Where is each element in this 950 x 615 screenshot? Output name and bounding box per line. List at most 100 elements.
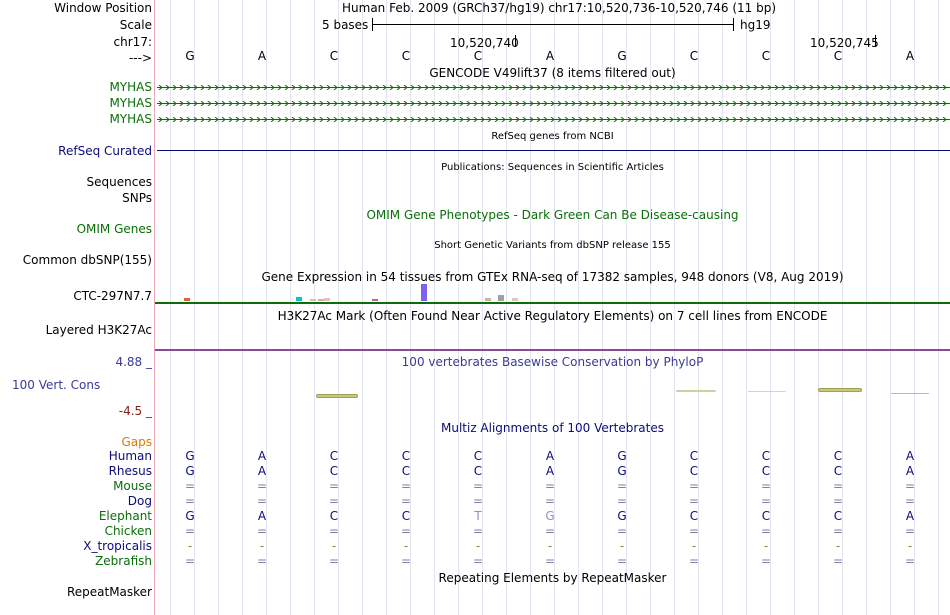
strand-chevron (172, 101, 177, 106)
strand-chevron (655, 85, 660, 90)
sequence-base: C (761, 49, 771, 63)
grid-line (578, 0, 579, 615)
refseq-track-label[interactable]: RefSeq Curated (58, 144, 152, 158)
strand-chevron (928, 117, 933, 122)
strand-chevron (655, 101, 660, 106)
grid-line (938, 0, 939, 615)
strand-toggle[interactable]: ---> (128, 51, 152, 65)
multiz-base: A (257, 449, 267, 463)
strand-chevron (200, 85, 205, 90)
strand-chevron (536, 101, 541, 106)
multiz-species-label[interactable]: Chicken (104, 524, 152, 538)
strand-chevron (865, 117, 870, 122)
strand-chevron (361, 117, 366, 122)
strand-chevron (270, 101, 275, 106)
publications-track-title[interactable]: Publications: Sequences in Scientific Ar… (441, 162, 664, 173)
strand-chevron (928, 85, 933, 90)
phylop-track-title[interactable]: 100 vertebrates Basewise Conservation by… (401, 355, 704, 369)
strand-chevron (347, 101, 352, 106)
phylop-mark[interactable] (748, 391, 786, 392)
gencode-gene-label-1[interactable]: MYHAS (109, 80, 152, 94)
strand-chevron (480, 101, 485, 106)
gencode-gene-feature-3[interactable] (157, 117, 950, 122)
gtex-bar[interactable] (324, 298, 330, 301)
strand-chevron (928, 101, 933, 106)
omim-track-title[interactable]: OMIM Gene Phenotypes - Dark Green Can Be… (366, 208, 739, 222)
strand-chevron (872, 117, 877, 122)
multiz-base: = (688, 524, 700, 538)
gtex-track-label[interactable]: CTC-297N7.7 (73, 289, 152, 303)
chrom-label: chr17: (113, 35, 152, 49)
strand-chevron (172, 85, 177, 90)
multiz-base: C (473, 449, 483, 463)
strand-chevron (634, 117, 639, 122)
multiz-species-label[interactable]: Zebrafish (95, 554, 152, 568)
strand-chevron (816, 101, 821, 106)
gtex-bar[interactable] (421, 284, 427, 301)
multiz-base: G (617, 509, 627, 523)
multiz-species-label[interactable]: Elephant (98, 509, 152, 523)
dbsnp-track-label[interactable]: Common dbSNP(155) (22, 253, 152, 267)
phylop-mark[interactable] (316, 394, 358, 398)
repeatmasker-track-title[interactable]: Repeating Elements by RepeatMasker (438, 571, 667, 585)
gencode-gene-feature-1[interactable] (157, 85, 950, 90)
strand-chevron (270, 85, 275, 90)
multiz-species-label[interactable]: Rhesus (108, 464, 152, 478)
gtex-bar[interactable] (296, 297, 302, 301)
strand-chevron (690, 85, 695, 90)
gtex-bar[interactable] (485, 298, 491, 301)
strand-chevron (935, 117, 940, 122)
publications-label-snps[interactable]: SNPs (122, 191, 152, 205)
gencode-gene-feature-2[interactable] (157, 101, 950, 106)
gtex-bar[interactable] (372, 299, 378, 301)
strand-chevron (683, 85, 688, 90)
strand-chevron (438, 101, 443, 106)
h3k27ac-track-title[interactable]: H3K27Ac Mark (Often Found Near Active Re… (277, 309, 828, 323)
omim-track-label[interactable]: OMIM Genes (76, 222, 152, 236)
h3k27ac-signal-line[interactable] (155, 349, 950, 351)
refseq-gene-line[interactable] (157, 150, 950, 151)
multiz-base: = (400, 494, 412, 508)
multiz-species-label[interactable]: Human (108, 449, 152, 463)
repeatmasker-track-label[interactable]: RepeatMasker (66, 585, 152, 599)
phylop-mark[interactable] (676, 390, 716, 392)
gtex-bar[interactable] (310, 299, 316, 301)
strand-chevron (396, 85, 401, 90)
gtex-track-title[interactable]: Gene Expression in 54 tissues from GTEx … (261, 270, 844, 284)
gencode-gene-label-2[interactable]: MYHAS (109, 96, 152, 110)
phylop-mark[interactable] (891, 393, 929, 394)
phylop-mark[interactable] (818, 388, 862, 392)
grid-line (842, 0, 843, 615)
publications-label-sequences[interactable]: Sequences (86, 175, 152, 189)
strand-chevron (781, 85, 786, 90)
strand-chevron (571, 117, 576, 122)
multiz-species-label[interactable]: Dog (127, 494, 152, 508)
multiz-base: G (185, 449, 195, 463)
strand-chevron (515, 101, 520, 106)
multiz-gaps-label[interactable]: Gaps (121, 435, 152, 449)
strand-chevron (326, 101, 331, 106)
gencode-gene-label-3[interactable]: MYHAS (109, 112, 152, 126)
dbsnp-track-title[interactable]: Short Genetic Variants from dbSNP releas… (434, 240, 671, 251)
multiz-species-label[interactable]: X_tropicalis (83, 539, 152, 553)
gtex-bar[interactable] (498, 295, 504, 301)
gtex-bar[interactable] (184, 298, 190, 301)
sequence-base: C (473, 49, 483, 63)
strand-chevron (207, 101, 212, 106)
strand-chevron (606, 85, 611, 90)
grid-line (314, 0, 315, 615)
gtex-bar[interactable] (512, 298, 518, 301)
strand-chevron (319, 85, 324, 90)
gene-strand-arrows (157, 101, 950, 106)
strand-chevron (676, 85, 681, 90)
gtex-bar[interactable] (318, 299, 324, 301)
multiz-base: - (187, 539, 193, 553)
gencode-track-title[interactable]: GENCODE V49lift37 (8 items filtered out) (429, 66, 676, 80)
strand-chevron (340, 85, 345, 90)
multiz-track-title[interactable]: Multiz Alignments of 100 Vertebrates (440, 421, 665, 435)
h3k27ac-track-label[interactable]: Layered H3K27Ac (45, 323, 152, 337)
refseq-track-title[interactable]: RefSeq genes from NCBI (491, 131, 614, 142)
grid-line (866, 0, 867, 615)
phylop-track-label[interactable]: 100 Vert. Cons (12, 378, 101, 392)
multiz-species-label[interactable]: Mouse (113, 479, 152, 493)
